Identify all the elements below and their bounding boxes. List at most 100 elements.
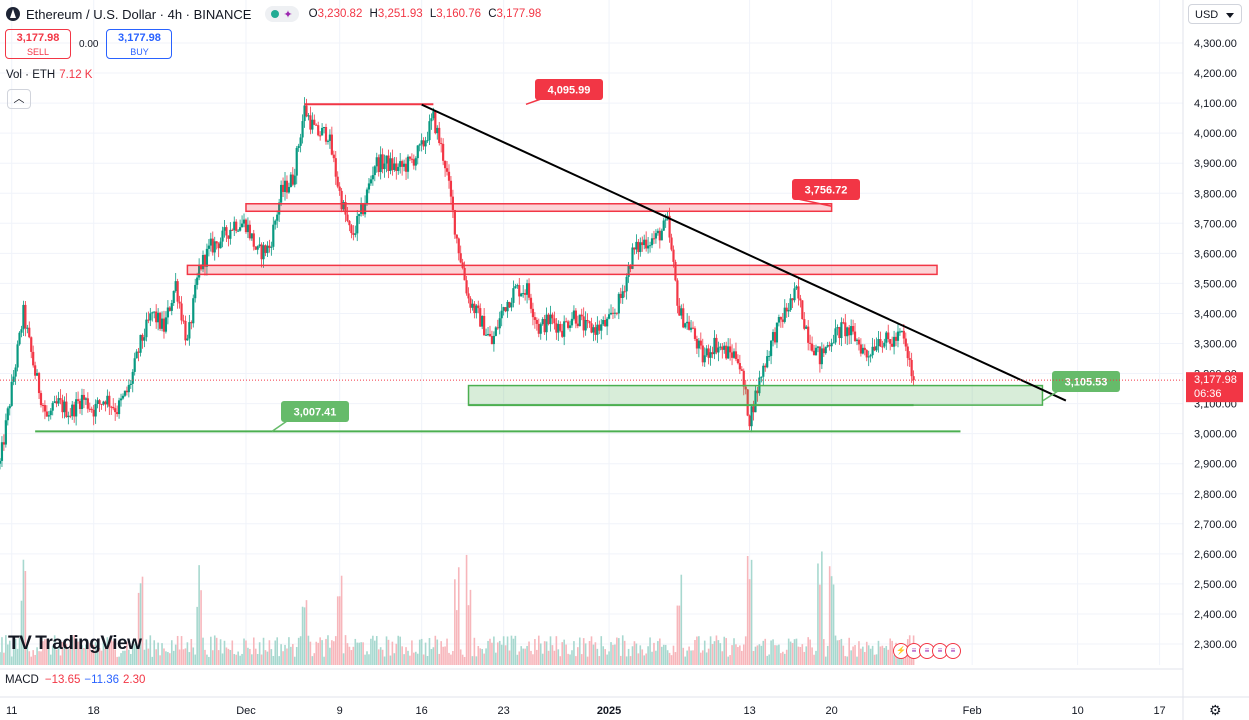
tradingview-logo[interactable]: TV TradingView — [8, 633, 142, 655]
candle-body — [615, 312, 618, 314]
volume-bar — [364, 654, 366, 665]
volume-bar — [614, 644, 616, 665]
price-tick-label: 3,500.00 — [1194, 278, 1237, 290]
symbol-title[interactable]: Ethereum / U.S. Dollar · 4h · BINANCE — [26, 6, 252, 22]
volume-bar — [235, 654, 238, 665]
volume-bar — [571, 650, 573, 665]
volume-bar — [194, 654, 197, 665]
candle-body — [356, 216, 359, 234]
collapse-legend-button[interactable]: ︿ — [7, 89, 31, 109]
candle-body — [428, 121, 431, 141]
candle-body — [330, 134, 333, 155]
candle-body — [824, 346, 827, 354]
volume-bar — [12, 642, 15, 665]
volume-bar — [534, 639, 536, 665]
candle-body — [814, 347, 818, 356]
volume-bar — [842, 645, 845, 665]
volume-bar — [821, 551, 823, 665]
volume-bar — [678, 605, 681, 665]
candle-body — [313, 119, 316, 125]
volume-bar — [286, 648, 288, 665]
economic-events[interactable]: ⚡ ≡ ≡ ≡ ≡ — [893, 643, 961, 659]
volume-bar — [215, 637, 218, 665]
gear-icon[interactable]: ⚙ — [1209, 702, 1222, 718]
candle-body — [104, 401, 107, 405]
candle-body — [363, 203, 367, 215]
price-tick-label: 2,900.00 — [1194, 459, 1237, 471]
volume-bar — [631, 646, 634, 665]
candle-body — [373, 166, 376, 176]
candle-body — [418, 144, 421, 146]
volume-bar — [149, 635, 152, 665]
candle-body — [715, 337, 718, 353]
candle-body — [553, 318, 556, 324]
candle-body — [127, 384, 130, 393]
candle-body — [467, 293, 470, 299]
volume-bar — [96, 644, 99, 665]
volume-bar — [329, 647, 331, 665]
volume-legend[interactable]: Vol · ETH 7.12 K — [6, 69, 93, 81]
candle-body — [459, 253, 462, 263]
volume-bar — [75, 639, 77, 665]
price-tick-label: 2,400.00 — [1194, 609, 1237, 621]
candle-body — [397, 166, 400, 172]
candle-body — [730, 352, 734, 358]
candle-body — [563, 321, 566, 337]
volume-bar — [637, 653, 640, 665]
candle-body — [106, 395, 109, 405]
candle-body — [504, 307, 507, 312]
sell-button[interactable]: 3,177.98 SELL — [5, 29, 71, 59]
volume-bar — [891, 640, 893, 665]
buy-button[interactable]: 3,177.98 BUY — [106, 29, 173, 59]
candle-body — [742, 370, 745, 387]
symbol-header[interactable]: Ethereum / U.S. Dollar · 4h · BINANCE ✦ … — [6, 6, 545, 22]
volume-bar — [34, 654, 36, 665]
candle-body — [668, 215, 671, 238]
volume-bar — [778, 644, 780, 665]
candle-body — [775, 322, 779, 343]
status-pill[interactable]: ✦ — [265, 6, 299, 22]
candle-body — [98, 400, 101, 404]
candle-body — [834, 328, 837, 343]
volume-bar — [555, 636, 558, 665]
price-tick-label: 2,800.00 — [1194, 489, 1237, 501]
volume-bar — [190, 639, 193, 665]
volume-bar — [182, 649, 185, 665]
candle-body — [807, 326, 810, 343]
flag-icon[interactable]: ≡ — [945, 643, 961, 659]
candle-body — [904, 338, 907, 347]
candle-body — [41, 405, 45, 407]
macd-legend[interactable]: MACD −13.65 −11.36 2.30 — [5, 674, 146, 686]
candle-body — [492, 335, 495, 345]
candle-body — [317, 125, 320, 136]
resistance-zone — [186, 264, 938, 276]
volume-bar — [522, 648, 524, 665]
volume-bar — [358, 642, 360, 665]
candle-body — [635, 241, 638, 250]
volume-bar — [801, 644, 804, 665]
candle-body — [719, 346, 722, 348]
volume-bar — [797, 646, 800, 665]
currency-select[interactable]: USD — [1188, 4, 1242, 24]
candle-body — [543, 319, 546, 333]
volume-bar — [122, 650, 124, 665]
candle-body — [322, 127, 326, 129]
volume-bar — [391, 641, 394, 665]
candle-body — [301, 121, 304, 138]
flag-icon[interactable]: ≡ — [919, 643, 935, 659]
price-tick-label: 2,700.00 — [1194, 519, 1237, 531]
volume-bar — [61, 641, 64, 665]
volume-bar — [748, 579, 751, 665]
candle-body — [637, 241, 640, 253]
candle-body — [151, 312, 154, 314]
candle-body — [609, 312, 613, 315]
candle-body — [760, 376, 763, 378]
volume-bar — [489, 638, 491, 665]
volume-bar — [20, 600, 23, 665]
candle-body — [520, 293, 523, 297]
support-zone — [467, 384, 1044, 406]
volume-bar — [584, 643, 587, 665]
volume-bar — [711, 644, 714, 665]
volume-bar — [586, 656, 589, 665]
